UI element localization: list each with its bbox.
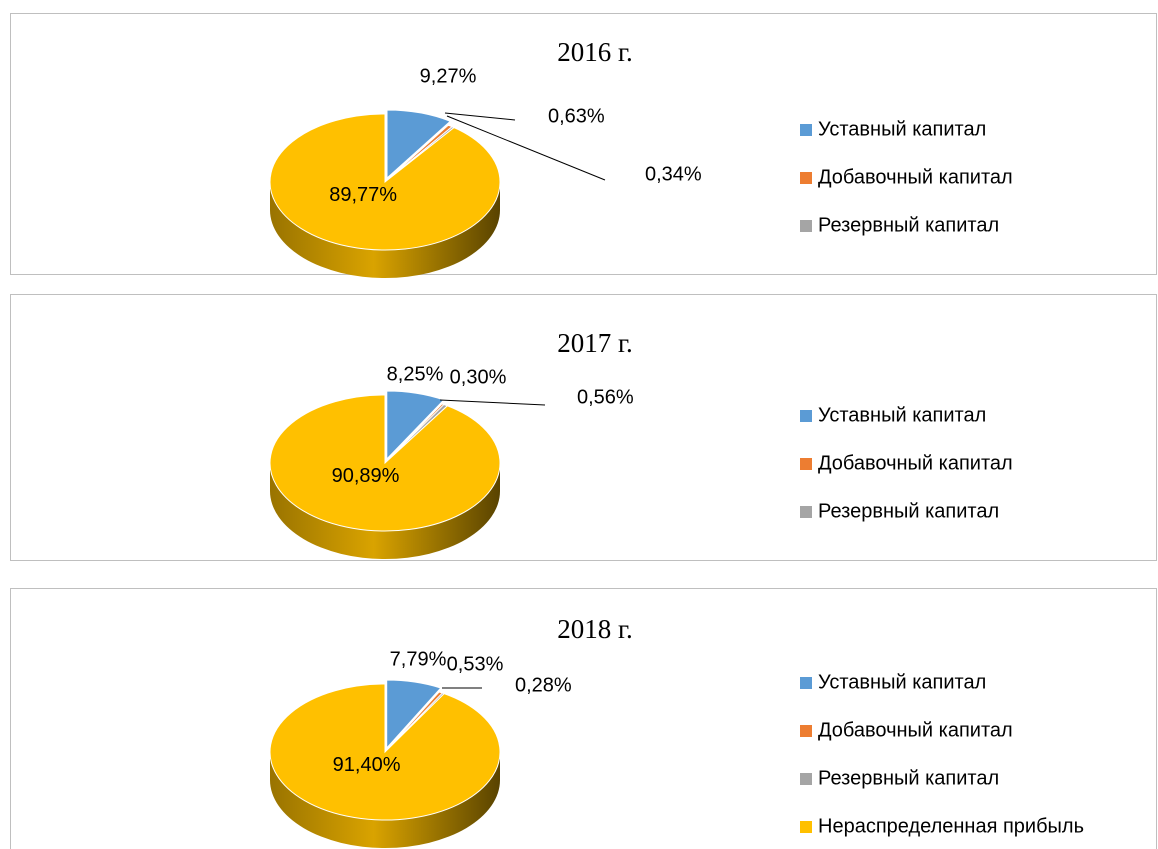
data-label: 0,34% [645, 163, 702, 185]
legend-swatch [800, 458, 812, 470]
pie-slice [386, 679, 442, 750]
data-label: 91,40% [333, 754, 401, 776]
leader-line [444, 112, 516, 121]
legend-swatch [800, 821, 812, 833]
pie-slice [269, 394, 501, 532]
data-label: 0,30% [450, 366, 507, 388]
legend-swatch [800, 220, 812, 232]
data-label: 89,77% [329, 184, 397, 206]
legend-swatch [800, 725, 812, 737]
legend-label: Добавочный капитал [818, 166, 1013, 188]
chart-title: 2018 г. [557, 614, 633, 644]
chart-title: 2016 г. [557, 37, 633, 67]
legend-swatch [800, 506, 812, 518]
legend-swatch [800, 410, 812, 422]
data-label: 7,79% [390, 648, 447, 670]
slice-side [270, 752, 500, 848]
data-label: 8,25% [387, 363, 444, 385]
data-label: 0,63% [548, 105, 605, 127]
legend-swatch [800, 773, 812, 785]
chart-frame [10, 294, 1157, 561]
slice-side [270, 463, 500, 559]
legend-swatch [800, 124, 812, 136]
legend-label: Уставный капитал [818, 404, 986, 426]
leader-line [439, 399, 546, 406]
legend-label: Уставный капитал [818, 118, 986, 140]
data-label: 9,27% [420, 65, 477, 87]
legend-label: Добавочный капитал [818, 452, 1013, 474]
slice-side [270, 182, 500, 278]
legend-swatch [800, 677, 812, 689]
pie-slice [269, 113, 501, 251]
legend-label: Нераспределенная прибыль [818, 815, 1084, 837]
chart-frame [10, 13, 1157, 275]
data-label: 0,28% [515, 674, 572, 696]
pie-slice [386, 109, 452, 180]
legend-label: Уставный капитал [818, 671, 986, 693]
data-label: 90,89% [332, 465, 400, 487]
legend-label: Резервный капитал [818, 214, 999, 236]
legend-label: Резервный капитал [818, 767, 999, 789]
data-label: 0,56% [577, 386, 634, 408]
pie-slice [269, 683, 501, 821]
chart-frame [10, 588, 1157, 849]
legend-label: Резервный капитал [818, 500, 999, 522]
data-label: 0,53% [447, 653, 504, 675]
leader-line [446, 115, 606, 181]
legend-swatch [800, 172, 812, 184]
legend-label: Добавочный капитал [818, 719, 1013, 741]
chart-title: 2017 г. [557, 328, 633, 358]
